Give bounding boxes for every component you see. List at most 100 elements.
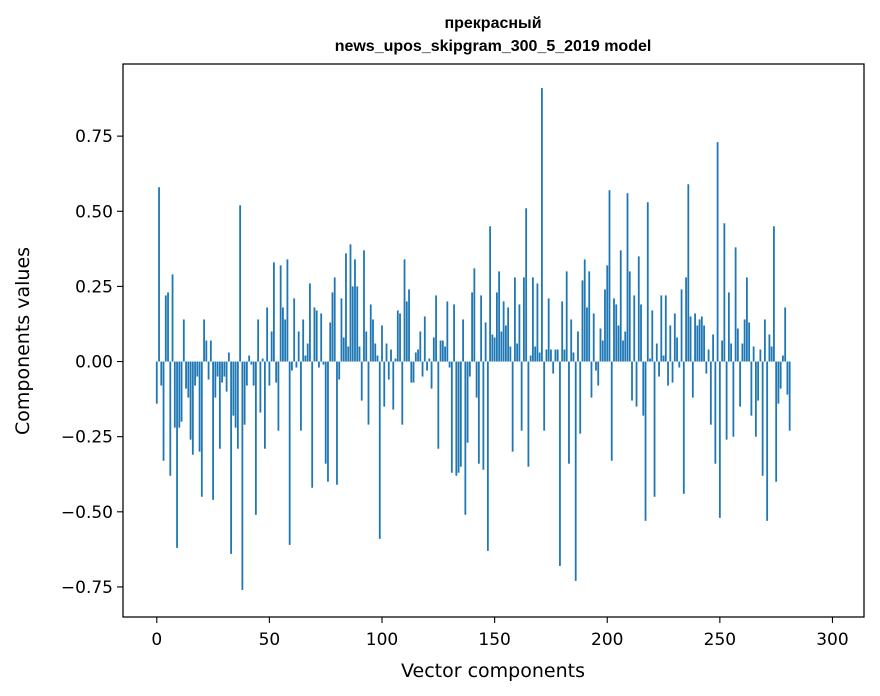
bar — [160, 361, 163, 386]
bar — [615, 304, 618, 362]
bar — [606, 265, 609, 362]
y-axis-ticks: −0.75 −0.50 −0.25 0.00 0.25 0.50 0.75 — [61, 127, 123, 598]
bar — [412, 361, 415, 383]
bar — [619, 250, 622, 362]
bar — [367, 361, 370, 425]
bar — [372, 319, 374, 362]
bar — [158, 187, 160, 362]
bar — [466, 361, 469, 443]
bar — [597, 361, 600, 386]
bar — [518, 304, 521, 362]
bar — [637, 256, 640, 362]
bar — [347, 346, 350, 362]
bar — [173, 361, 176, 428]
bar — [218, 361, 221, 449]
bar — [198, 361, 201, 452]
bar — [315, 310, 318, 362]
bar — [250, 361, 253, 365]
bar — [383, 361, 386, 407]
bar — [723, 223, 726, 362]
bar — [331, 292, 334, 362]
y-tick-label: 0.25 — [75, 277, 113, 297]
bar — [241, 361, 244, 590]
bar — [457, 361, 460, 473]
bar — [254, 361, 257, 515]
bar — [482, 361, 485, 470]
bar — [252, 361, 255, 386]
bar — [696, 325, 699, 362]
bar — [750, 361, 753, 416]
bar — [520, 361, 523, 431]
bar — [354, 259, 356, 362]
bar — [164, 295, 167, 362]
bar — [559, 361, 561, 566]
bar — [270, 331, 273, 362]
bar — [595, 361, 597, 371]
bar — [227, 352, 230, 362]
bar — [736, 328, 739, 362]
bar — [716, 142, 719, 362]
bar — [453, 304, 455, 362]
bar — [234, 361, 237, 428]
bar — [408, 289, 410, 362]
bar — [480, 295, 483, 362]
bar — [725, 361, 728, 440]
bar — [498, 271, 501, 362]
bar — [761, 361, 764, 476]
bar — [196, 361, 199, 377]
bar — [324, 361, 327, 464]
bar — [646, 202, 649, 362]
bar — [640, 304, 642, 362]
bar — [489, 226, 492, 362]
bar — [554, 349, 557, 362]
bar — [394, 358, 397, 362]
bar — [417, 349, 419, 362]
bar — [169, 361, 172, 476]
bar — [563, 349, 566, 362]
bar — [439, 340, 442, 362]
bar — [245, 361, 248, 386]
bar — [207, 361, 210, 380]
x-tick-label: 150 — [478, 630, 510, 650]
bar — [176, 361, 178, 548]
x-tick-label: 250 — [704, 630, 736, 650]
bar — [356, 286, 359, 362]
bar — [536, 283, 539, 362]
bar — [500, 331, 503, 362]
bar — [527, 361, 530, 467]
bar — [338, 361, 341, 380]
bar — [419, 331, 422, 362]
bar — [754, 361, 757, 437]
bar — [673, 313, 676, 362]
bar — [709, 361, 712, 425]
bar — [698, 319, 701, 362]
bar — [455, 361, 458, 476]
bar — [475, 361, 478, 398]
bar — [167, 292, 169, 362]
bar — [459, 361, 462, 467]
bar — [556, 349, 559, 362]
bar — [221, 361, 223, 383]
bar — [223, 361, 226, 377]
bar — [182, 319, 185, 362]
bar — [700, 316, 703, 362]
bar — [450, 361, 453, 473]
y-tick-label: −0.50 — [61, 503, 113, 523]
bar — [349, 244, 352, 362]
bar — [504, 325, 507, 362]
bar — [162, 361, 165, 461]
bar — [786, 361, 789, 395]
bar — [284, 319, 287, 362]
bar — [752, 346, 755, 362]
bar — [322, 361, 325, 365]
bar — [155, 361, 158, 404]
bar — [550, 349, 552, 362]
bar — [687, 184, 690, 362]
bar — [396, 310, 399, 362]
bar — [662, 355, 665, 362]
bar — [441, 340, 444, 362]
bar — [613, 298, 615, 362]
bar — [178, 361, 181, 428]
bar — [523, 277, 525, 362]
bar — [502, 301, 505, 362]
